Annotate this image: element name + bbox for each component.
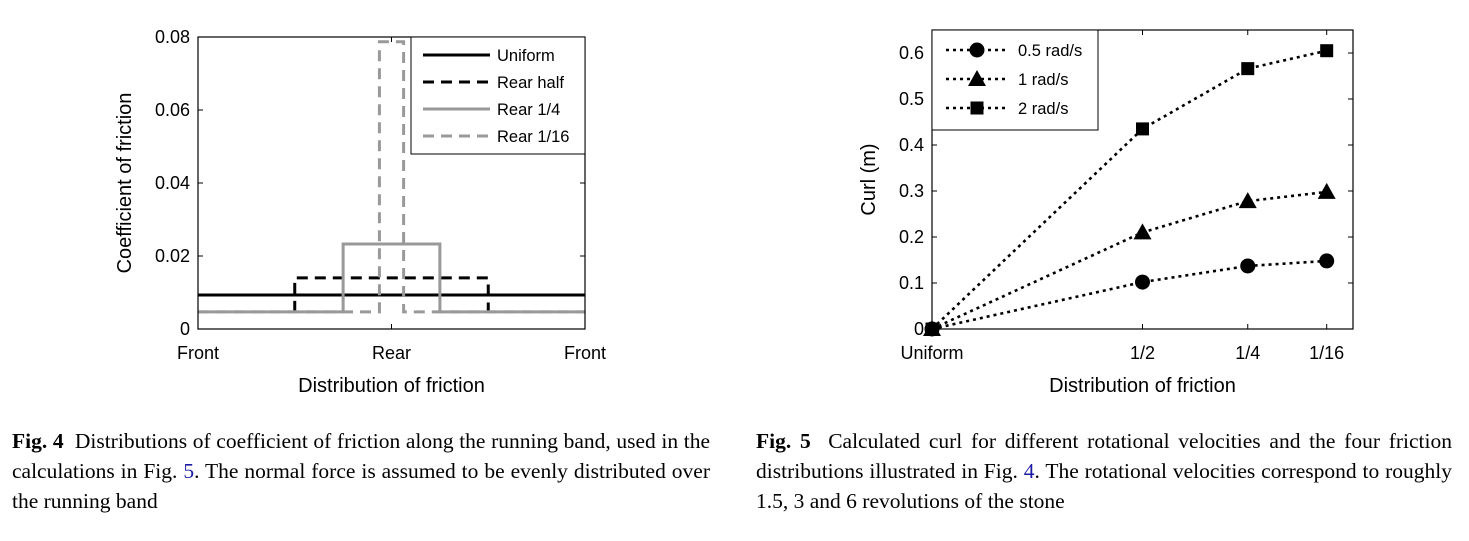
fig5-caption-ref-link[interactable]: 4 [1023,459,1035,483]
fig4-legend-label: Rear 1/4 [497,101,560,119]
fig5-point-square [1241,62,1255,76]
fig5-series-line-2 [931,49,1327,330]
fig4-x-tick-label: Rear [372,343,411,363]
fig5-legend-marker-triangle [968,70,986,86]
fig4-caption-text-end: . The normal force is assumed to be even… [12,459,711,513]
fig5-caption-text-end: . The rotational velocities correspond t… [756,459,1453,513]
fig5-point-circle [1319,253,1335,269]
fig4-caption-ref-link[interactable]: 5 [183,459,195,483]
fig5-x-tick-label: 1/4 [1235,343,1260,363]
fig4-legend-label: Rear 1/16 [497,128,569,146]
fig5-y-tick-label: 0.4 [899,135,924,155]
fig5-point-circle [1135,274,1150,290]
fig5-legend-label: 2 rad/s [1018,100,1068,118]
fig4-x-tick-label: Front [564,343,606,363]
fig5-chart: 0 0.1 0.2 0.3 0.4 0.5 0.6 Uniform 1/2 1/4 1/16 Dist… [858,29,1354,397]
fig5-caption-text: Calculated curl for different rotational… [756,429,1452,483]
fig4-y-tick-label: 0.08 [155,27,190,47]
fig5-x-axis-label: Distribution of friction [1049,375,1236,397]
fig5-legend-marker-square [970,101,984,115]
fig5-point-triangle [1238,192,1257,209]
fig4-y-tick-label: 0.02 [155,246,190,266]
fig4-legend-label: Uniform [497,47,555,65]
fig4-caption-text: Distributions of coefficient of friction… [12,429,711,483]
fig5-legend-label: 0.5 rad/s [1018,42,1082,60]
fig5-point-square [1320,44,1334,58]
fig5-point-triangle [1317,182,1336,199]
fig4-y-axis-label: Coefficient of friction [114,93,136,274]
fig5-point-square [1136,122,1149,136]
fig5-x-tick-label: 1/16 [1309,343,1344,363]
fig4-y-tick-label: 0.04 [155,173,190,193]
fig5-y-tick-label: 0.1 [899,273,924,293]
fig4-y-tick-label: 0 [180,319,190,339]
fig5-y-tick-label: 0.3 [899,181,924,201]
fig4-chart: 0 0.02 0.04 0.06 0.08 Front Rear Front Distribut… [114,27,606,397]
fig4-x-tick-label: Front [177,343,219,363]
fig5-x-tick-label: Uniform [900,343,963,363]
fig5-caption-label: Fig. 5 [756,429,811,453]
fig5-y-axis-label: Curl (m) [858,143,880,215]
fig5-series-line-0 [931,259,1327,331]
fig5-y-tick-label: 0.2 [899,227,924,247]
fig5-point-circle [1240,258,1256,274]
fig4-caption-label: Fig. 4 [12,429,64,453]
fig5-legend-marker-circle [969,42,985,58]
fig4-series-line-1 [293,276,490,312]
fig4-series-line-2 [198,242,585,314]
fig5-y-tick-label: 0 [914,319,924,339]
fig5-legend-label: 1 rad/s [1018,71,1068,89]
fig4-y-tick-label: 0.06 [155,100,190,120]
fig5-point-triangle [1133,223,1152,240]
fig4-series-line-3 [198,40,585,314]
fig5-legend: 0.5 rad/s 1 rad/s 2 rad/s [931,29,1099,131]
fig5-legend-box [931,29,1099,131]
fig4-caption: Fig. 4 Distributions of coefficient of f… [12,426,710,516]
fig4-x-axis-label: Distribution of friction [298,375,485,397]
fig5-y-tick-label: 0.5 [899,89,924,109]
fig4-legend: Uniform Rear half Rear 1/4 Rear 1/16 [410,36,586,155]
fig5-x-tick-label: 1/2 [1130,343,1155,363]
fig5-caption: Fig. 5 Calculated curl for different rot… [756,426,1452,516]
fig5-y-tick-label: 0.6 [899,43,924,63]
fig4-legend-label: Rear half [497,74,564,92]
fig5-series-line-1 [931,190,1327,331]
